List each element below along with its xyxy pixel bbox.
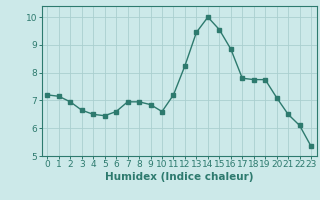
X-axis label: Humidex (Indice chaleur): Humidex (Indice chaleur) [105,172,253,182]
